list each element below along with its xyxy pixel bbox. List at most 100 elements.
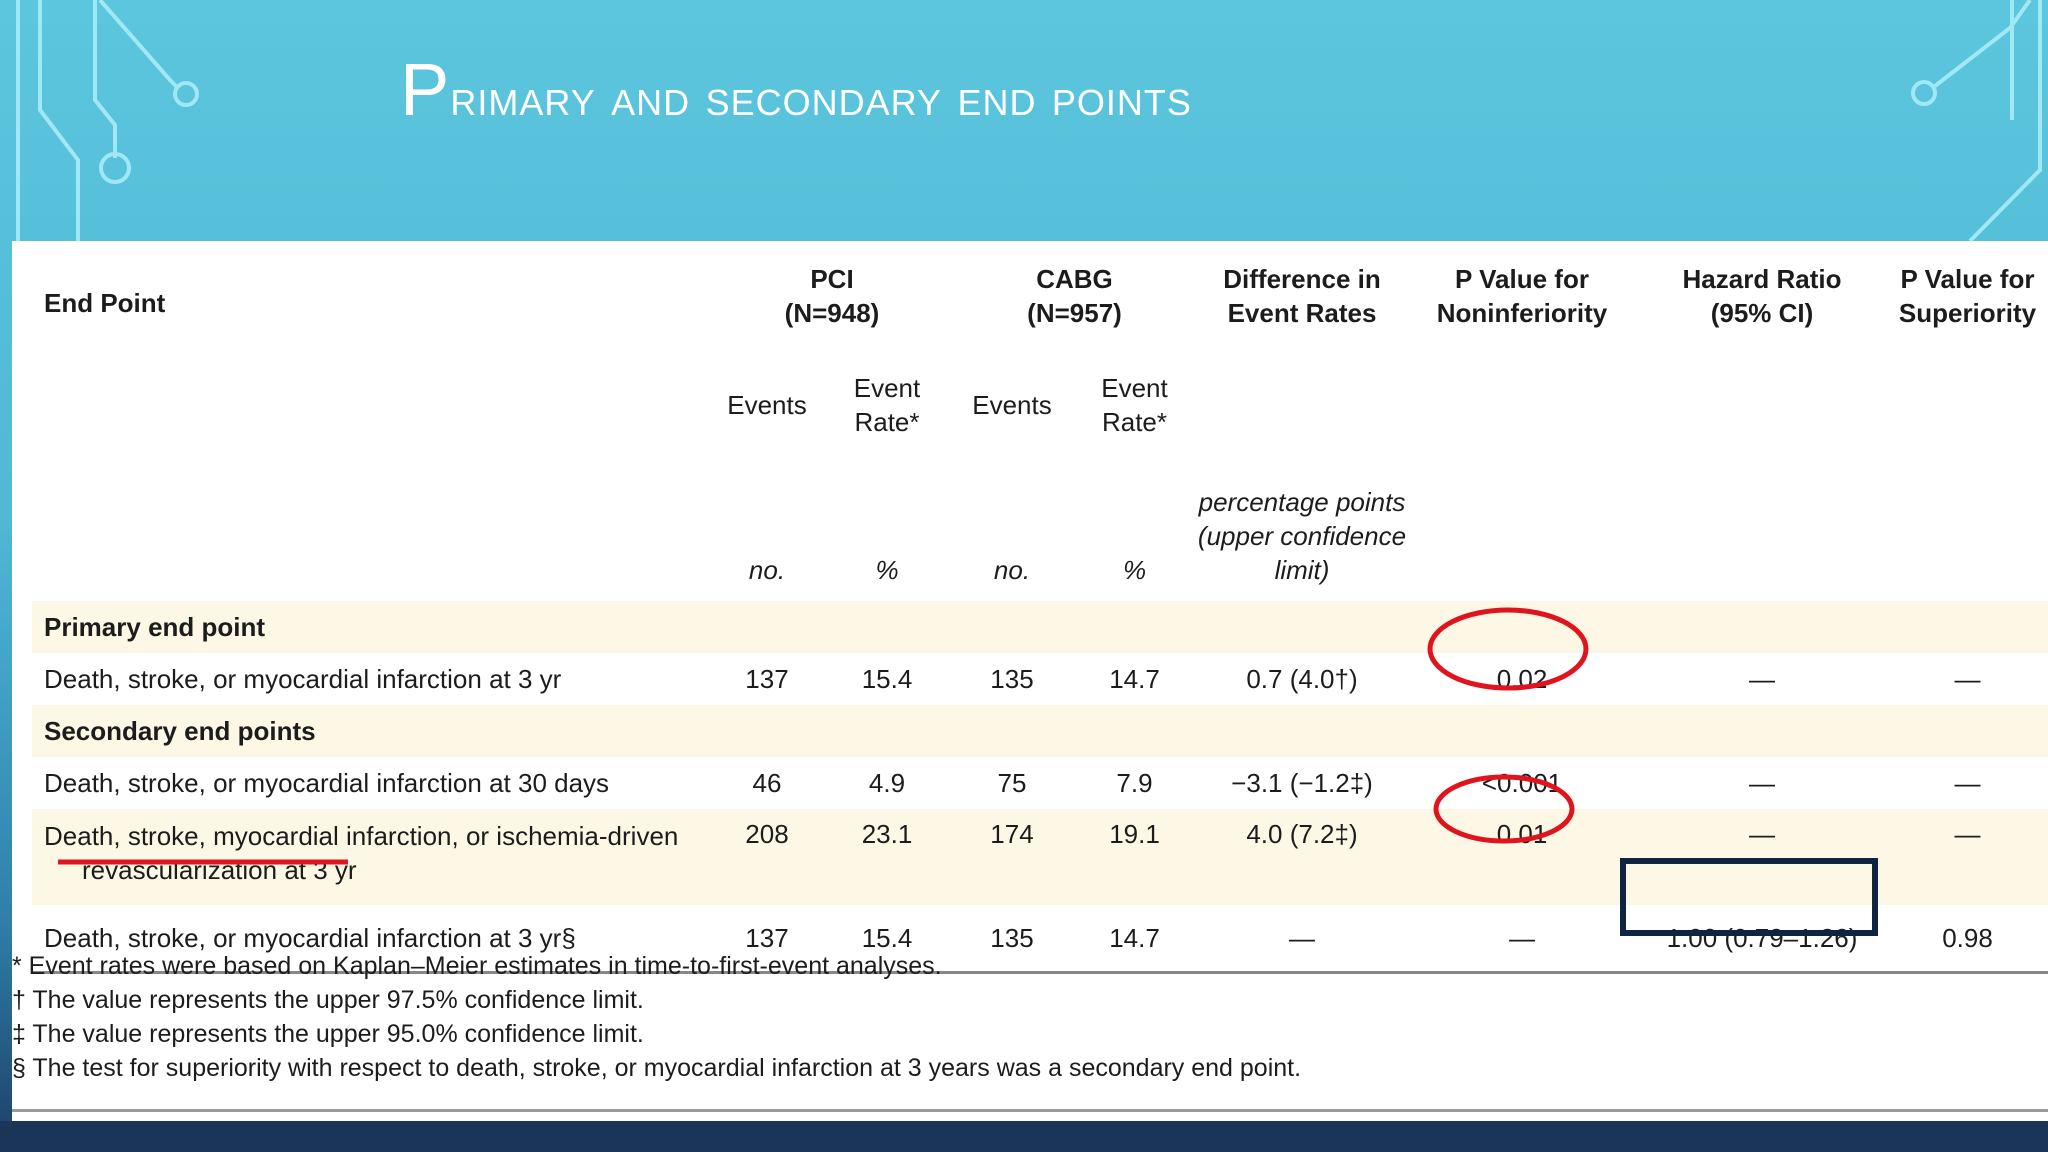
difference: — <box>1289 922 1315 953</box>
cabg-events: 75 <box>997 767 1027 798</box>
p-noninferiority: <0.001 <box>1481 767 1563 798</box>
cabg-rate: 7.9 <box>1116 767 1153 798</box>
col-p-noninferiority: P Value for Noninferiority <box>1407 241 1637 351</box>
pci-events-unit: no. <box>748 555 786 585</box>
hr-label-1: Hazard Ratio <box>1682 264 1842 294</box>
col-cabg: CABG (N=957) <box>952 241 1197 351</box>
pni-label-1: P Value for <box>1455 264 1589 294</box>
bottom-strip <box>0 1121 2048 1152</box>
endpoints-table-wrap: End Point PCI (N=948) CABG (N=957) Differe… <box>32 241 2048 974</box>
p-noninferiority: 0.02 <box>1496 663 1548 694</box>
footnote: ‡ The value represents the upper 95.0% c… <box>12 1020 644 1048</box>
row-label: Death, stroke, or myocardial infarction … <box>44 767 610 798</box>
difference: 0.7 (4.0†) <box>1246 663 1358 694</box>
pci-rate: 15.4 <box>861 922 913 953</box>
p-superiority: 0.98 <box>1942 922 1993 953</box>
pci-rate-header-1: Event <box>853 373 921 403</box>
units-blank-4 <box>1887 459 2048 601</box>
col-end-point: End Point <box>44 288 166 318</box>
pci-rate: 15.4 <box>861 663 913 694</box>
hazard-ratio: — <box>1749 663 1775 694</box>
row-label-line-1: Death, stroke, myocardial infarction, or… <box>44 821 679 851</box>
units-row: no. % no. % percentage points (upper conf… <box>32 459 2048 601</box>
diff-unit-3: limit) <box>1274 555 1330 585</box>
table-row: Death, stroke, or myocardial infarction … <box>32 757 2048 809</box>
row-label: Death, stroke, or myocardial infarction … <box>44 922 576 953</box>
pci-rate-header-2: Rate* <box>854 407 920 437</box>
diff-unit-2: (upper confidence <box>1197 521 1407 551</box>
diff-label-2: Event Rates <box>1227 298 1377 328</box>
subheader-blank-2 <box>1197 351 1407 459</box>
pci-rate-unit: % <box>875 555 899 585</box>
cabg-events: 135 <box>990 922 1034 953</box>
col-hazard-ratio: Hazard Ratio (95% CI) <box>1637 241 1887 351</box>
subheader-blank-3 <box>1407 351 1637 459</box>
hr-label-2: (95% CI) <box>1710 298 1814 328</box>
pci-events: 208 <box>712 809 822 905</box>
diff-unit: percentage points (upper confidence limit) <box>1197 459 1407 601</box>
cabg-rate-header-1: Event <box>1101 373 1168 403</box>
cabg-label: CABG <box>1036 264 1113 294</box>
units-blank <box>32 459 712 601</box>
cabg-rate: 19.1 <box>1072 809 1197 905</box>
cabg-rate-header-2: Rate* <box>1101 407 1168 437</box>
subheader-row: Events Event Rate* Events Event Rate* <box>32 351 2048 459</box>
diff-label-1: Difference in <box>1223 264 1381 294</box>
endpoints-table: End Point PCI (N=948) CABG (N=957) Differe… <box>32 241 2048 971</box>
footnote: † The value represents the upper 97.5% c… <box>12 986 644 1014</box>
cabg-events-unit: no. <box>993 555 1031 585</box>
cabg-rate-unit: % <box>1122 555 1147 585</box>
pci-label: PCI <box>810 264 854 294</box>
pni-label-2: Noninferiority <box>1436 298 1608 328</box>
p-noninferiority: 0.01 <box>1407 809 1637 905</box>
diff-unit-1: percentage points <box>1198 487 1406 517</box>
cabg-events: 174 <box>952 809 1072 905</box>
cabg-events: 135 <box>990 663 1034 694</box>
panel-bottom-rule <box>12 1109 2048 1112</box>
section-secondary: Secondary end points <box>32 705 2048 757</box>
cabg-rate-header: Event Rate* <box>1072 351 1197 459</box>
table-row: Death, stroke, myocardial infarction, or… <box>32 809 2048 905</box>
header-row: End Point PCI (N=948) CABG (N=957) Differe… <box>32 241 2048 351</box>
row-label: Death, stroke, myocardial infarction, or… <box>32 809 712 905</box>
title-rest: rimary and secondary end points <box>450 69 1192 127</box>
col-difference: Difference in Event Rates <box>1197 241 1407 351</box>
section-secondary-label: Secondary end points <box>32 705 2048 757</box>
section-primary: Primary end point <box>32 601 2048 653</box>
footnote: § The test for superiority with respect … <box>12 1054 1302 1082</box>
units-blank-3 <box>1637 459 1887 601</box>
pci-events: 46 <box>752 767 782 798</box>
pci-events: 137 <box>745 922 789 953</box>
p-noninferiority: — <box>1509 922 1535 953</box>
hazard-ratio: — <box>1637 809 1887 905</box>
table-panel: End Point PCI (N=948) CABG (N=957) Differe… <box>12 241 2048 1121</box>
cabg-rate: 14.7 <box>1109 663 1160 694</box>
pci-rate: 23.1 <box>822 809 952 905</box>
col-p-superiority: P Value for Superiority <box>1887 241 2048 351</box>
pci-rate: 4.9 <box>868 767 906 798</box>
p-superiority: — <box>1954 767 1981 798</box>
table-bottom-rule <box>32 971 2048 974</box>
pci-rate-header: Event Rate* <box>822 351 952 459</box>
cabg-n: (N=957) <box>1027 298 1122 328</box>
pci-events: 137 <box>745 663 789 694</box>
pci-n: (N=948) <box>784 298 880 328</box>
cabg-events-header: Events <box>972 390 1052 420</box>
footnotes: * Event rates were based on Kaplan–Meier… <box>12 949 2028 1085</box>
pci-events-header: Events <box>727 390 807 420</box>
difference: −3.1 (−1.2‡) <box>1231 767 1373 798</box>
p-superiority: — <box>1954 663 1981 694</box>
section-primary-label: Primary end point <box>32 601 2048 653</box>
p-superiority: — <box>1887 809 2048 905</box>
psup-label-1: P Value for <box>1900 264 2035 294</box>
slide-title: Primary and secondary end points <box>400 40 1650 140</box>
hazard-ratio: — <box>1749 767 1775 798</box>
title-first-letter: P <box>400 48 451 131</box>
footnote: * Event rates were based on Kaplan–Meier… <box>12 952 942 980</box>
row-label: Death, stroke, or myocardial infarction … <box>44 663 562 694</box>
subheader-blank-4 <box>1637 351 1887 459</box>
row-label-line-2: revascularization at 3 yr <box>82 855 357 885</box>
units-blank-2 <box>1407 459 1637 601</box>
table-row: Death, stroke, or myocardial infarction … <box>32 653 2048 705</box>
difference: 4.0 (7.2‡) <box>1197 809 1407 905</box>
